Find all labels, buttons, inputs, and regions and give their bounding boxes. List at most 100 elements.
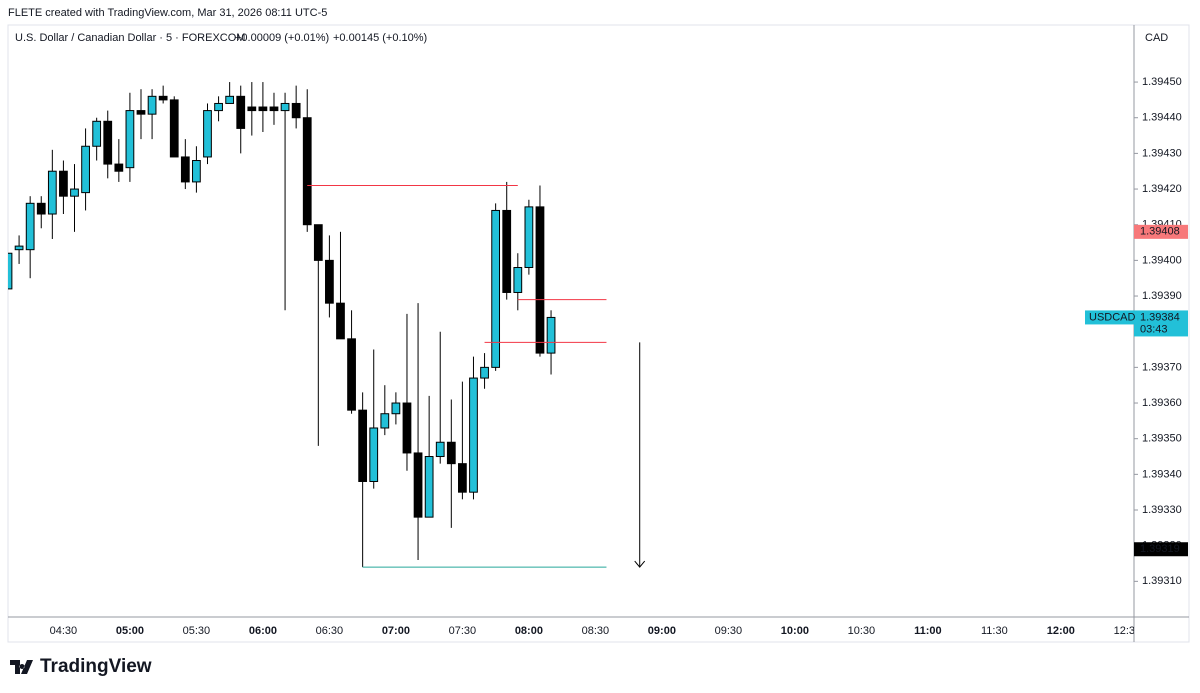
candle-body — [169, 99, 179, 158]
candle-body — [369, 427, 379, 482]
candle-body — [59, 170, 68, 197]
candle-body — [347, 338, 356, 411]
candle-body — [380, 413, 390, 429]
candle-body — [402, 402, 412, 454]
x-tick-label: 05:30 — [183, 625, 211, 637]
candle-body — [480, 366, 489, 379]
arrow-head — [634, 560, 646, 568]
candle-body — [36, 202, 46, 215]
brand: TradingView — [40, 656, 152, 677]
logo — [10, 660, 33, 674]
candle-body — [391, 402, 401, 415]
candle-body — [103, 120, 113, 165]
countdown: 03:43 — [1140, 323, 1168, 335]
candle-body — [413, 452, 423, 518]
candle-body — [313, 224, 323, 261]
candle-body — [192, 160, 201, 183]
price-label-box — [1134, 542, 1188, 557]
symbol-label: USDCAD — [1089, 311, 1136, 323]
candle-body — [325, 259, 334, 304]
candle-body — [291, 102, 301, 119]
price-label-box — [1134, 310, 1188, 337]
candle-body — [269, 106, 279, 112]
y-tick-label: 1.39340 — [1142, 468, 1182, 480]
candle-body — [491, 209, 501, 368]
candle-body — [158, 95, 168, 101]
candle-body — [225, 95, 235, 104]
candle-body — [258, 106, 268, 112]
x-tick-label: 06:30 — [316, 625, 344, 637]
candle-body — [81, 145, 90, 194]
price-label: 1.39319 — [1140, 543, 1180, 555]
x-tick-label: 07:30 — [449, 625, 477, 637]
candle-body — [147, 95, 157, 115]
frame — [7, 24, 1190, 643]
y-tick-label: 1.39310 — [1142, 575, 1182, 587]
candle-body — [302, 117, 312, 226]
x-tick-label: 07:00 — [382, 625, 410, 637]
x-tick-label: 10:00 — [781, 625, 809, 637]
y-tick-label: 1.39330 — [1142, 504, 1182, 516]
y-tick-label: 1.39400 — [1142, 254, 1182, 266]
y-tick-label: 1.39450 — [1142, 76, 1182, 88]
x-tick-label: 09:00 — [648, 625, 676, 637]
x-tick-label: 06:00 — [249, 625, 277, 637]
candle-body — [14, 245, 24, 251]
change-day: +0.00145 (+0.10%) — [333, 32, 427, 44]
candle-body — [446, 441, 456, 465]
price-label: 1.39384 — [1140, 311, 1180, 323]
x-tick-label: 08:30 — [582, 625, 610, 637]
candle-body — [524, 206, 534, 269]
candle-body — [458, 463, 467, 493]
candle-body — [435, 441, 445, 458]
candle-body — [214, 102, 223, 112]
plot-area — [8, 82, 646, 568]
candle-body — [180, 156, 190, 183]
x-tick-label: 11:30 — [981, 625, 1008, 637]
price-label-box — [1134, 224, 1188, 239]
y-tick-label: 1.39440 — [1142, 112, 1182, 124]
x-tick-label: 05:00 — [116, 625, 144, 637]
candle-body — [535, 206, 545, 354]
symbol: U.S. Dollar / Canadian Dollar · 5 · FORE… — [15, 32, 245, 44]
candle-body — [8, 252, 13, 290]
x-tick-label: 12:30 — [1114, 625, 1142, 637]
x-tick-label: 12:00 — [1047, 625, 1075, 637]
symbol-label-box — [1085, 310, 1134, 325]
candle-body — [136, 110, 146, 115]
x-tick-label: 09:30 — [715, 625, 743, 637]
candle-body — [203, 110, 212, 158]
currency: CAD — [1145, 32, 1168, 44]
candle-body — [469, 377, 478, 493]
candle-body — [280, 102, 290, 112]
candle-body — [92, 120, 102, 147]
price-label: 1.39408 — [1140, 226, 1180, 238]
x-tick-label: 11:00 — [914, 625, 942, 637]
credit: FLETE created with TradingView.com, Mar … — [8, 7, 327, 19]
candle-body — [546, 316, 556, 354]
candle-body — [125, 110, 135, 169]
candle-body — [247, 106, 257, 112]
y-tick-label: 1.39350 — [1142, 433, 1182, 445]
candle-body — [25, 202, 35, 251]
y-tick-label: 1.39360 — [1142, 397, 1182, 409]
candle-body — [236, 95, 246, 129]
x-tick-label: 04:30 — [50, 625, 78, 637]
candle-body — [336, 302, 345, 340]
candle-body — [358, 409, 368, 482]
candle-body — [114, 163, 124, 172]
y-tick-label: 1.39420 — [1142, 183, 1182, 195]
x-tick-label: 10:30 — [848, 625, 876, 637]
candle-body — [513, 267, 523, 293]
candle-body — [47, 170, 57, 215]
change-last: +0.00009 (+0.01%) — [235, 32, 329, 44]
candle-body — [424, 456, 434, 518]
y-tick-label: 1.39430 — [1142, 147, 1182, 159]
y-tick-label: 1.39390 — [1142, 290, 1182, 302]
y-tick-label: 1.39370 — [1142, 361, 1182, 373]
candle-body — [502, 209, 512, 293]
candle-body — [70, 188, 79, 197]
x-tick-label: 08:00 — [515, 625, 543, 637]
